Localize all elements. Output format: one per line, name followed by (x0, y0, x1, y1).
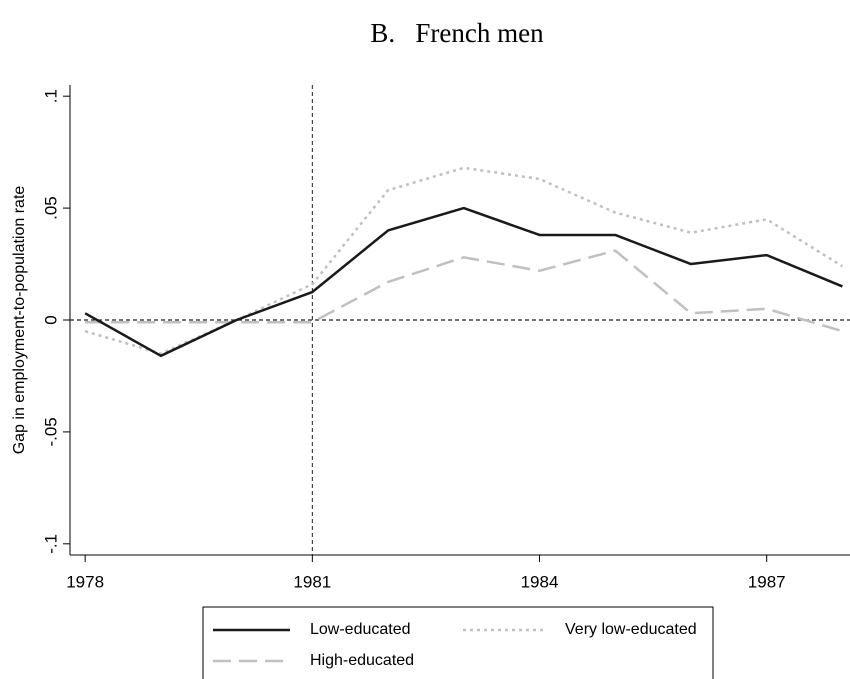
y-tick-label: -.1 (41, 534, 60, 554)
x-tick-label: 1978 (66, 572, 104, 591)
legend-label: Very low-educated (565, 621, 697, 638)
y-tick-label: 0 (41, 315, 60, 324)
x-tick-label: 1981 (293, 572, 331, 591)
legend-box (202, 606, 714, 679)
y-tick-label: .1 (41, 89, 60, 103)
series-line (84, 206, 843, 358)
x-tick-label: 1987 (748, 572, 786, 591)
x-tick-label: 1984 (521, 572, 559, 591)
series-line (85, 249, 843, 333)
chart-title: B. French men (370, 18, 544, 48)
y-axis-label: Gap in employment-to-population rate (11, 186, 28, 455)
legend-label: Low-educated (310, 621, 411, 638)
legend-label: High-educated (310, 652, 414, 669)
y-tick-label: -.05 (41, 417, 60, 446)
y-tick-label: .05 (41, 196, 60, 220)
